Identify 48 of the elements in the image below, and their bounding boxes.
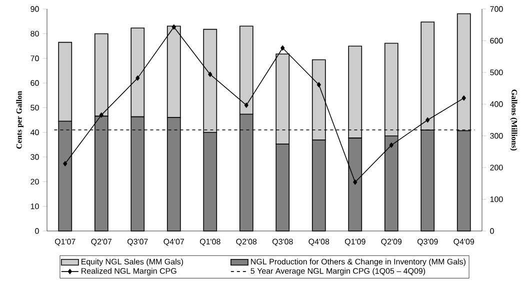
x-tick-label: Q1'09 — [344, 238, 366, 246]
point — [99, 112, 104, 118]
x-tick-label: Q2'09 — [381, 238, 402, 246]
point — [316, 82, 321, 88]
point — [63, 161, 68, 166]
x-tick-label: Q1'07 — [54, 238, 76, 246]
y2-tick-label: 100 — [490, 196, 503, 202]
y-tick-label: 40 — [30, 130, 39, 136]
y-tick-label: 70 — [30, 56, 39, 62]
y2-tick-label: 400 — [490, 101, 503, 107]
y-tick-label: 50 — [30, 104, 39, 110]
y2-tick-label: 600 — [490, 38, 503, 44]
y2-tick-label: 0 — [490, 228, 494, 234]
point — [389, 142, 394, 148]
point — [172, 24, 176, 30]
y2-tick-label: 200 — [490, 164, 503, 170]
x-tick-label: Q4'08 — [308, 238, 330, 246]
y-tick-label: 30 — [30, 154, 39, 160]
x-tick-label: Q3'07 — [127, 238, 148, 246]
legend-label: NGL Production for Others & Change in Inventory (MM Gals) — [251, 258, 466, 266]
point — [208, 72, 212, 77]
legend-label: Equity NGL Sales (MM Gals) — [82, 258, 184, 266]
point — [353, 180, 358, 185]
y-tick-label: 10 — [30, 203, 39, 210]
y2-tick-label: 700 — [490, 6, 503, 12]
point — [462, 95, 466, 101]
point — [244, 102, 248, 108]
y-tick-label: 0 — [35, 228, 39, 234]
x-tick-label: Q3'09 — [417, 238, 438, 246]
y-axis-title: Cents per Gallon — [16, 91, 24, 149]
x-tick-label: Q2'08 — [236, 238, 257, 246]
y-tick-label: 80 — [30, 30, 39, 36]
y2-tick-label: 300 — [490, 133, 503, 139]
x-tick-label: Q3'08 — [272, 238, 293, 246]
y-tick-label: 20 — [30, 178, 39, 184]
point — [426, 117, 430, 123]
y2-axis-title: Gallons (Millions) — [510, 90, 518, 150]
x-tick-label: Q4'09 — [454, 238, 474, 246]
y-tick-label: 90 — [30, 6, 39, 12]
legend-label: Realized NGL Margin CPG — [82, 268, 176, 276]
legend-label: 5 Year Average NGL Margin CPG (1Q05 – 4Q09) — [250, 268, 426, 276]
x-tick-label: Q2'07 — [91, 238, 112, 246]
point — [280, 45, 285, 51]
x-tick-label: Q4'07 — [164, 238, 184, 246]
point — [136, 75, 140, 81]
x-tick-label: Q1'08 — [200, 238, 220, 246]
y-tick-label: 60 — [30, 80, 39, 86]
y2-tick-label: 500 — [490, 70, 503, 76]
